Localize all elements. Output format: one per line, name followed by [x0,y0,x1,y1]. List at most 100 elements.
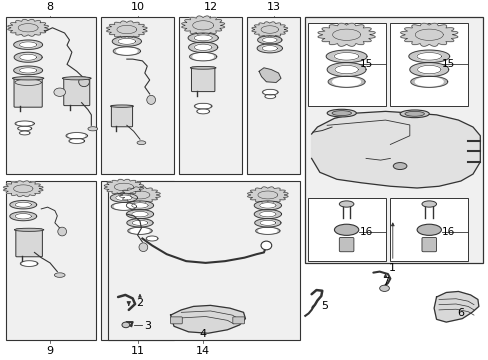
Polygon shape [146,236,158,241]
Polygon shape [194,35,212,41]
Polygon shape [14,66,42,75]
Polygon shape [260,220,275,225]
FancyBboxPatch shape [232,317,244,324]
Polygon shape [254,201,281,210]
Polygon shape [10,201,37,209]
Polygon shape [255,228,280,234]
Ellipse shape [334,224,358,235]
Polygon shape [104,179,143,195]
Polygon shape [15,79,41,85]
Text: 1: 1 [388,263,395,273]
FancyBboxPatch shape [14,78,42,107]
Polygon shape [118,39,135,44]
Polygon shape [20,54,37,60]
Ellipse shape [12,77,44,80]
Polygon shape [258,228,276,233]
Polygon shape [18,122,32,125]
Polygon shape [132,203,148,208]
Polygon shape [311,111,479,188]
Ellipse shape [392,163,406,170]
Ellipse shape [88,127,98,131]
Bar [6,17,96,174]
Ellipse shape [62,77,91,80]
Polygon shape [433,292,478,322]
FancyBboxPatch shape [339,238,353,252]
Polygon shape [317,23,374,46]
Polygon shape [408,50,449,63]
Polygon shape [257,44,282,53]
Polygon shape [182,16,224,35]
Polygon shape [259,68,281,82]
Ellipse shape [137,141,145,145]
Ellipse shape [58,227,66,236]
Polygon shape [110,193,137,202]
Ellipse shape [122,322,129,328]
Polygon shape [189,53,216,61]
Text: 13: 13 [266,2,280,12]
Bar [179,17,242,174]
Ellipse shape [139,243,147,252]
Polygon shape [14,40,42,49]
Polygon shape [21,131,29,134]
Ellipse shape [379,285,388,292]
FancyBboxPatch shape [421,238,436,252]
Polygon shape [188,42,217,53]
Ellipse shape [326,109,356,117]
FancyBboxPatch shape [170,317,182,324]
Polygon shape [264,94,275,99]
Polygon shape [15,213,31,219]
Text: 6: 6 [456,309,464,318]
Ellipse shape [404,111,424,116]
Polygon shape [257,36,282,44]
Polygon shape [325,50,366,63]
Bar [101,17,174,174]
Text: 10: 10 [130,2,144,12]
Polygon shape [262,46,277,51]
Polygon shape [254,219,281,227]
Polygon shape [14,52,42,62]
Text: 5: 5 [321,301,327,311]
Polygon shape [120,187,160,203]
Polygon shape [416,53,441,60]
Bar [307,198,385,261]
Polygon shape [170,305,245,333]
Polygon shape [18,126,32,131]
Polygon shape [400,23,457,46]
Text: 12: 12 [203,2,217,12]
Polygon shape [106,21,147,38]
Ellipse shape [399,110,428,118]
Polygon shape [69,134,84,138]
Polygon shape [247,187,287,203]
Polygon shape [113,47,140,55]
Ellipse shape [190,67,216,69]
Polygon shape [15,121,34,126]
Bar [307,23,385,106]
Ellipse shape [261,241,271,250]
Ellipse shape [110,105,133,107]
Bar [305,17,482,263]
Polygon shape [196,104,209,108]
Text: 16: 16 [441,226,454,237]
Text: 7: 7 [381,277,388,287]
Polygon shape [131,228,149,233]
Polygon shape [20,261,38,266]
Polygon shape [117,48,137,54]
Polygon shape [147,237,156,240]
Polygon shape [71,139,82,143]
Bar [6,181,96,339]
Polygon shape [20,131,30,135]
Polygon shape [326,63,366,77]
Polygon shape [415,78,442,86]
Ellipse shape [54,273,65,277]
Polygon shape [111,203,136,210]
Ellipse shape [79,77,89,87]
Polygon shape [194,44,211,50]
Polygon shape [194,103,211,109]
Polygon shape [126,201,153,210]
Polygon shape [127,228,152,234]
Polygon shape [332,78,360,86]
Polygon shape [198,109,207,113]
Polygon shape [66,132,87,139]
Ellipse shape [416,224,441,235]
Polygon shape [20,127,30,130]
